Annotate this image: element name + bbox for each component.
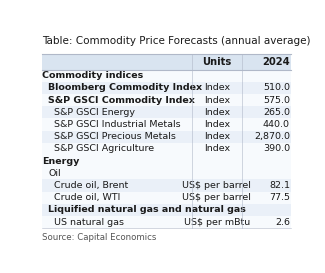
Bar — [42, 54, 291, 70]
Text: S&P GSCI Industrial Metals: S&P GSCI Industrial Metals — [55, 120, 181, 129]
Bar — [42, 167, 291, 179]
Bar — [42, 106, 291, 118]
Text: Oil: Oil — [48, 169, 61, 178]
Bar — [42, 82, 291, 94]
Text: Liquified natural gas and natural gas: Liquified natural gas and natural gas — [48, 206, 246, 215]
Text: Index: Index — [204, 120, 230, 129]
Bar — [42, 118, 291, 130]
Bar — [42, 192, 291, 204]
Text: Units: Units — [202, 57, 231, 67]
Bar — [42, 130, 291, 143]
Bar — [42, 94, 291, 106]
Text: S&P GSCI Precious Metals: S&P GSCI Precious Metals — [55, 132, 176, 141]
Text: 575.0: 575.0 — [263, 96, 290, 105]
Text: 77.5: 77.5 — [269, 193, 290, 202]
Text: 390.0: 390.0 — [263, 144, 290, 153]
Bar — [42, 143, 291, 155]
Text: US$ per mBtu: US$ per mBtu — [184, 218, 250, 227]
Text: Index: Index — [204, 132, 230, 141]
Text: 2024: 2024 — [262, 57, 290, 67]
Text: Table: Commodity Price Forecasts (annual average): Table: Commodity Price Forecasts (annual… — [42, 36, 310, 46]
Text: Crude oil, Brent: Crude oil, Brent — [55, 181, 129, 190]
Text: S&P GSCI Energy: S&P GSCI Energy — [55, 108, 136, 117]
Text: S&P GSCI Agriculture: S&P GSCI Agriculture — [55, 144, 155, 153]
Text: Index: Index — [204, 96, 230, 105]
Bar — [42, 204, 291, 216]
Bar — [42, 179, 291, 192]
Text: Source: Capital Economics: Source: Capital Economics — [42, 233, 156, 242]
Text: 510.0: 510.0 — [263, 83, 290, 92]
Text: Energy: Energy — [42, 157, 79, 166]
Text: US$ per barrel: US$ per barrel — [183, 181, 251, 190]
Text: Index: Index — [204, 83, 230, 92]
Text: Commodity indices: Commodity indices — [42, 71, 143, 80]
Text: 82.1: 82.1 — [269, 181, 290, 190]
Text: 2.6: 2.6 — [275, 218, 290, 227]
Text: US$ per barrel: US$ per barrel — [183, 193, 251, 202]
Bar — [42, 216, 291, 228]
Text: Bloomberg Commodity Index: Bloomberg Commodity Index — [48, 83, 202, 92]
Text: Index: Index — [204, 144, 230, 153]
Bar — [42, 70, 291, 82]
Text: 2,870.0: 2,870.0 — [254, 132, 290, 141]
Text: US natural gas: US natural gas — [55, 218, 124, 227]
Text: S&P GSCI Commodity Index: S&P GSCI Commodity Index — [48, 96, 195, 105]
Text: 440.0: 440.0 — [263, 120, 290, 129]
Text: Index: Index — [204, 108, 230, 117]
Text: 265.0: 265.0 — [263, 108, 290, 117]
Text: Crude oil, WTI: Crude oil, WTI — [55, 193, 121, 202]
Bar — [42, 155, 291, 167]
